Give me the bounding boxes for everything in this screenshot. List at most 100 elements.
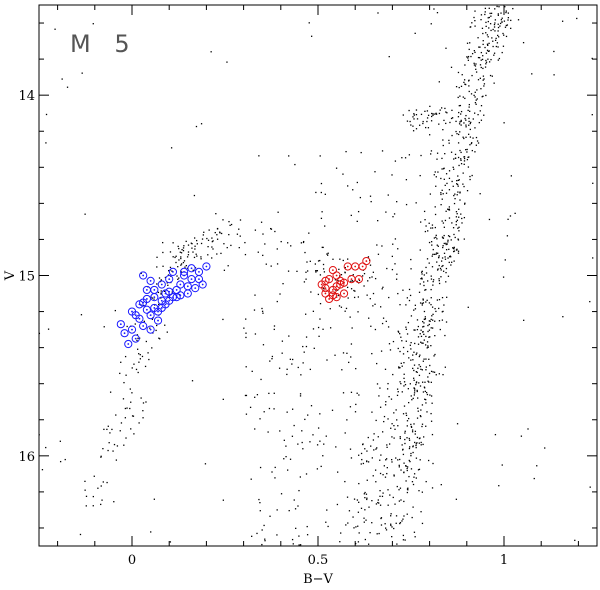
star-point xyxy=(367,280,369,282)
star-point xyxy=(486,43,489,45)
star-point xyxy=(422,391,425,393)
star-point xyxy=(489,12,491,15)
star-point xyxy=(426,347,428,349)
star-point xyxy=(463,157,466,160)
star-point xyxy=(448,189,451,191)
star-point xyxy=(431,315,433,317)
star-point xyxy=(420,341,422,343)
star-point xyxy=(315,270,317,272)
star-point xyxy=(501,17,503,19)
star-point xyxy=(403,515,405,517)
star-point xyxy=(445,271,447,274)
star-point xyxy=(470,93,473,95)
star-point xyxy=(406,425,408,427)
star-point xyxy=(317,326,320,329)
star-point xyxy=(299,476,301,478)
star-point xyxy=(119,372,121,375)
star-point xyxy=(492,28,494,31)
star-point xyxy=(405,480,407,482)
star-point xyxy=(463,122,465,124)
star-point xyxy=(452,250,455,253)
star-point xyxy=(388,296,390,299)
star-point xyxy=(392,496,394,499)
star-point xyxy=(47,328,50,330)
star-point xyxy=(401,365,403,367)
star-circle xyxy=(332,293,341,302)
star-point xyxy=(460,163,463,165)
star-point xyxy=(416,328,419,331)
highlighted-star xyxy=(146,311,155,320)
star-point xyxy=(397,391,399,393)
star-point xyxy=(485,32,487,34)
star-point xyxy=(415,353,417,356)
highlighted-star xyxy=(142,305,151,314)
star-point xyxy=(423,436,425,438)
star-center xyxy=(168,299,171,302)
star-point xyxy=(352,189,354,191)
star-point xyxy=(456,423,459,425)
star-point xyxy=(432,279,435,281)
star-point xyxy=(447,275,450,277)
star-point xyxy=(126,407,128,409)
star-point xyxy=(434,334,436,337)
star-point xyxy=(92,495,94,498)
star-point xyxy=(358,501,360,503)
star-point xyxy=(352,274,354,276)
star-point xyxy=(454,197,456,200)
star-point xyxy=(396,388,399,390)
star-center xyxy=(331,289,334,291)
highlighted-star xyxy=(176,280,185,289)
highlighted-star xyxy=(362,256,371,266)
star-point xyxy=(366,294,368,296)
star-point xyxy=(463,238,465,240)
star-center xyxy=(335,274,338,277)
star-point xyxy=(443,234,445,237)
star-point xyxy=(361,275,364,277)
star-point xyxy=(160,290,162,292)
star-point xyxy=(130,401,132,403)
star-point xyxy=(393,412,395,414)
star-point xyxy=(229,224,231,227)
star-point xyxy=(468,156,470,158)
star-point xyxy=(424,110,426,112)
star-point xyxy=(319,155,321,157)
star-point xyxy=(422,342,424,344)
star-point xyxy=(473,50,476,52)
plot-frame xyxy=(38,4,598,547)
star-point xyxy=(187,254,190,256)
star-point xyxy=(418,355,421,358)
star-circle xyxy=(339,278,349,287)
star-point xyxy=(509,215,512,217)
star-point xyxy=(410,455,412,457)
star-point xyxy=(393,474,395,476)
star-point xyxy=(445,47,447,49)
star-point xyxy=(459,104,462,107)
star-point xyxy=(457,191,459,193)
star-point xyxy=(180,256,182,258)
star-point xyxy=(385,401,387,403)
star-point xyxy=(253,309,256,311)
star-point xyxy=(262,233,264,235)
star-point xyxy=(363,272,366,275)
star-point xyxy=(391,423,393,425)
star-point xyxy=(438,278,440,280)
star-point xyxy=(219,231,221,233)
star-point xyxy=(483,83,486,85)
star-point xyxy=(500,19,503,21)
star-point xyxy=(421,404,424,406)
star-point xyxy=(502,32,504,35)
star-point xyxy=(429,394,431,396)
star-point xyxy=(169,266,172,269)
star-point xyxy=(425,398,427,401)
star-point xyxy=(393,437,395,439)
star-point xyxy=(180,263,183,265)
star-point xyxy=(455,498,458,500)
star-point xyxy=(416,436,419,439)
star-point xyxy=(477,79,480,81)
star-point xyxy=(245,394,248,397)
star-point xyxy=(455,211,458,213)
star-point xyxy=(531,73,533,75)
star-point xyxy=(398,489,400,491)
star-point xyxy=(463,137,465,140)
star-point xyxy=(413,473,416,475)
